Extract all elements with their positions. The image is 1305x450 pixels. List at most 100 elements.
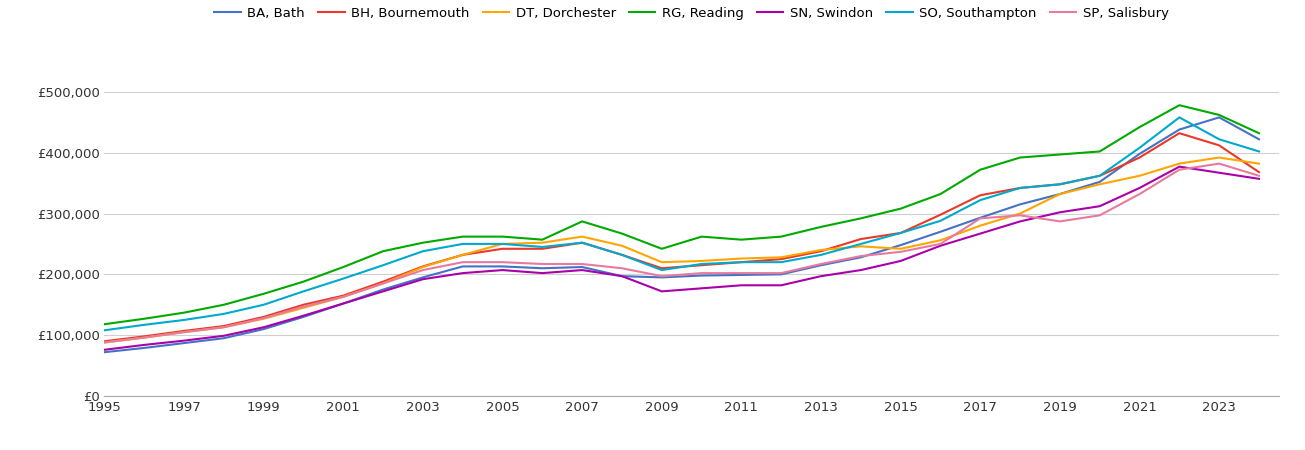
SO, Southampton [654, 267, 669, 273]
SO, Southampton [137, 322, 153, 328]
BA, Bath [574, 264, 590, 270]
SO, Southampton [893, 230, 908, 236]
RG, Reading [774, 234, 790, 239]
SP, Salisbury [615, 266, 630, 271]
RG, Reading [654, 246, 669, 252]
SN, Swindon [972, 231, 988, 236]
SO, Southampton [972, 198, 988, 203]
BA, Bath [217, 336, 232, 341]
DT, Dorchester [654, 260, 669, 265]
DT, Dorchester [893, 246, 908, 252]
SO, Southampton [933, 218, 949, 224]
BH, Bournemouth [733, 260, 749, 265]
SP, Salisbury [774, 270, 790, 276]
BH, Bournemouth [1131, 155, 1147, 160]
DT, Dorchester [495, 241, 510, 247]
BH, Bournemouth [694, 262, 710, 268]
SP, Salisbury [654, 274, 669, 279]
DT, Dorchester [535, 240, 551, 245]
SN, Swindon [813, 274, 829, 279]
DT, Dorchester [853, 243, 869, 249]
DT, Dorchester [1131, 173, 1147, 179]
BH, Bournemouth [495, 246, 510, 252]
BH, Bournemouth [176, 328, 192, 333]
DT, Dorchester [217, 324, 232, 330]
SP, Salisbury [97, 340, 112, 345]
BH, Bournemouth [256, 314, 271, 319]
SO, Southampton [694, 261, 710, 267]
SN, Swindon [217, 333, 232, 338]
BH, Bournemouth [615, 252, 630, 257]
BH, Bournemouth [296, 302, 312, 307]
SO, Southampton [853, 241, 869, 247]
SN, Swindon [1251, 176, 1267, 181]
RG, Reading [893, 206, 908, 211]
RG, Reading [455, 234, 471, 239]
DT, Dorchester [733, 256, 749, 261]
RG, Reading [1013, 155, 1028, 160]
DT, Dorchester [694, 258, 710, 264]
DT, Dorchester [296, 305, 312, 310]
SP, Salisbury [1052, 219, 1067, 224]
SP, Salisbury [694, 270, 710, 276]
SO, Southampton [217, 311, 232, 317]
RG, Reading [256, 291, 271, 297]
BA, Bath [774, 272, 790, 277]
BA, Bath [1092, 179, 1108, 184]
DT, Dorchester [1172, 161, 1188, 166]
SO, Southampton [1052, 182, 1067, 187]
Legend: BA, Bath, BH, Bournemouth, DT, Dorchester, RG, Reading, SN, Swindon, SO, Southam: BA, Bath, BH, Bournemouth, DT, Dorcheste… [209, 2, 1174, 25]
SN, Swindon [853, 267, 869, 273]
BA, Bath [97, 350, 112, 355]
SO, Southampton [495, 241, 510, 247]
RG, Reading [1211, 112, 1227, 117]
BH, Bournemouth [1211, 143, 1227, 148]
SN, Swindon [495, 267, 510, 273]
SP, Salisbury [1092, 212, 1108, 218]
SP, Salisbury [217, 324, 232, 330]
BA, Bath [455, 264, 471, 269]
SN, Swindon [733, 283, 749, 288]
Line: SO, Southampton: SO, Southampton [104, 117, 1259, 330]
SP, Salisbury [1251, 173, 1267, 179]
SP, Salisbury [1013, 212, 1028, 218]
SO, Southampton [813, 252, 829, 257]
SN, Swindon [615, 274, 630, 279]
BH, Bournemouth [853, 236, 869, 242]
BH, Bournemouth [1052, 182, 1067, 187]
Line: RG, Reading: RG, Reading [104, 105, 1259, 324]
SN, Swindon [455, 270, 471, 276]
SN, Swindon [1131, 185, 1147, 191]
RG, Reading [1092, 149, 1108, 154]
BH, Bournemouth [1172, 130, 1188, 136]
RG, Reading [733, 237, 749, 243]
BH, Bournemouth [1092, 173, 1108, 179]
SO, Southampton [256, 302, 271, 307]
BA, Bath [137, 345, 153, 351]
BA, Bath [972, 215, 988, 220]
BA, Bath [893, 243, 908, 248]
DT, Dorchester [137, 335, 153, 340]
BA, Bath [256, 326, 271, 332]
BH, Bournemouth [933, 212, 949, 217]
RG, Reading [972, 167, 988, 172]
DT, Dorchester [455, 252, 471, 257]
DT, Dorchester [97, 340, 112, 345]
BA, Bath [654, 274, 669, 280]
RG, Reading [376, 248, 392, 254]
RG, Reading [217, 302, 232, 307]
DT, Dorchester [415, 264, 431, 270]
BA, Bath [813, 262, 829, 268]
BA, Bath [1172, 127, 1188, 132]
RG, Reading [176, 310, 192, 315]
SN, Swindon [774, 283, 790, 288]
Line: BA, Bath: BA, Bath [104, 117, 1259, 352]
BA, Bath [1131, 151, 1147, 157]
Line: BH, Bournemouth: BH, Bournemouth [104, 133, 1259, 341]
SO, Southampton [455, 241, 471, 247]
DT, Dorchester [813, 248, 829, 253]
RG, Reading [1052, 152, 1067, 157]
DT, Dorchester [1211, 155, 1227, 160]
RG, Reading [615, 231, 630, 236]
DT, Dorchester [774, 255, 790, 260]
